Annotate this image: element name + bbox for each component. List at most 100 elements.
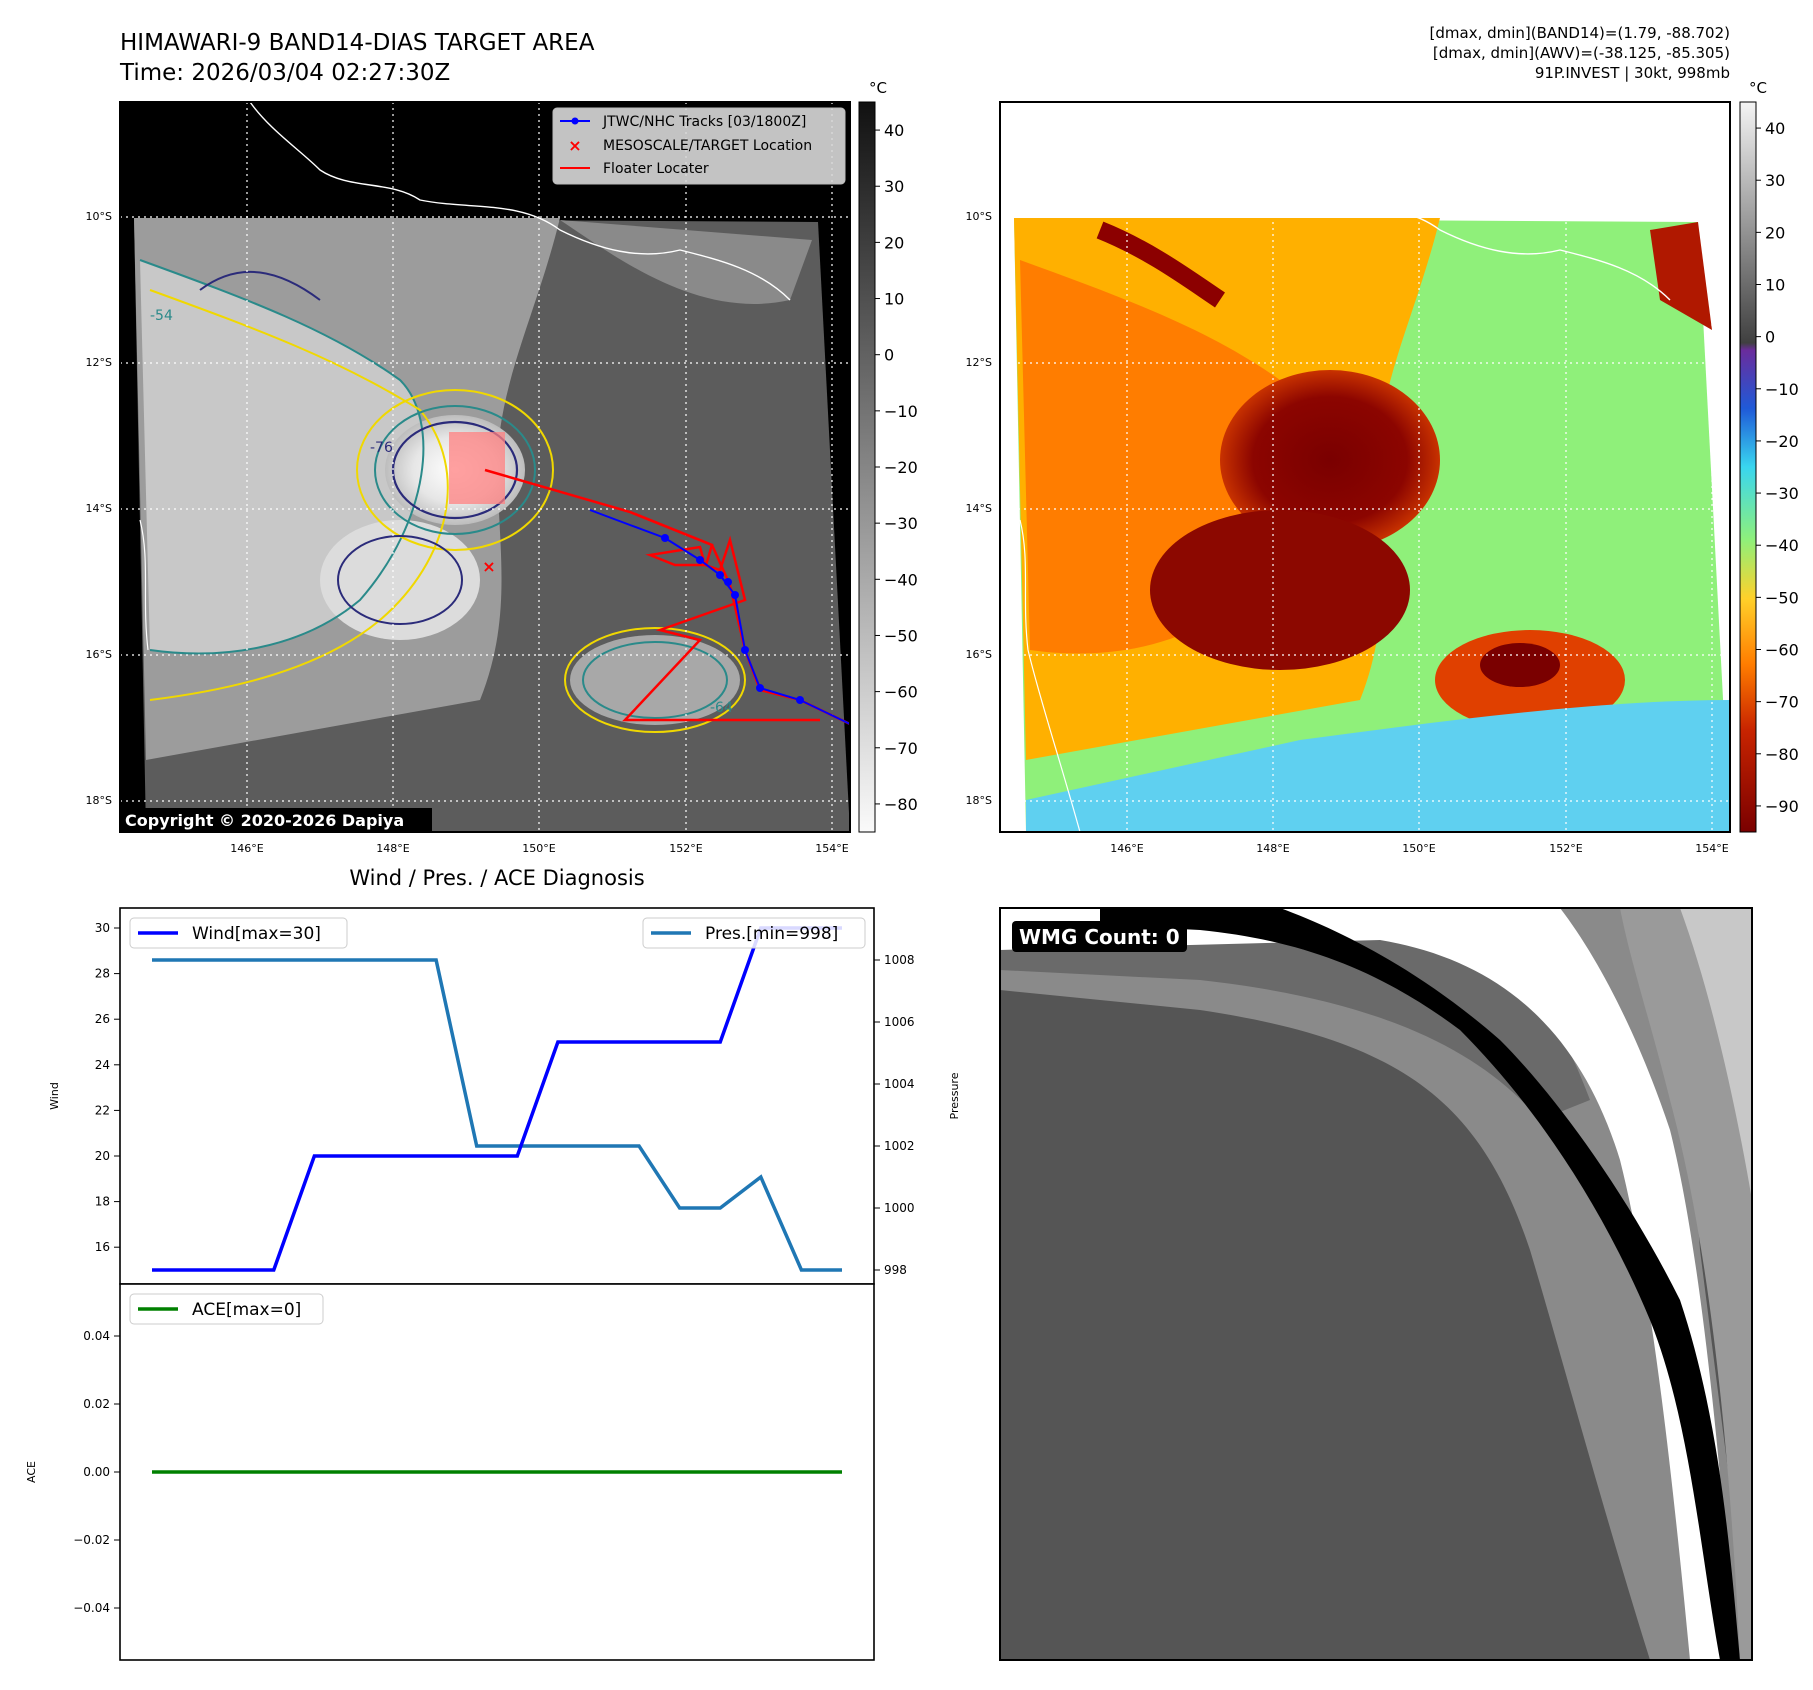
awv-colorbar-tick-label: −70 bbox=[1765, 693, 1799, 712]
awv-map-panel: 10°S 12°S 14°S 16°S 18°S 146°E 148°E 150… bbox=[966, 101, 1731, 855]
lat-tick-10s: 10°S bbox=[86, 210, 112, 223]
wind-legend: Wind[max=30] bbox=[129, 917, 348, 949]
legend-track-label: JTWC/NHC Tracks [03/1800Z] bbox=[602, 114, 806, 130]
ace-chart: 0.04 0.02 0.00 −0.02 −0.04 ACE ACE[max=0] bbox=[25, 1283, 875, 1661]
wind-series-line bbox=[152, 926, 842, 1272]
svg-text:×: × bbox=[568, 136, 581, 155]
awv-colorbar-tick-label: −10 bbox=[1765, 380, 1799, 399]
awv-colorbar-tick-label: −40 bbox=[1765, 536, 1799, 555]
pressure-series-line bbox=[152, 958, 842, 1272]
wmg-panel: WMG Count: 0 bbox=[999, 907, 1753, 1661]
lon-tick-146e-right: 146°E bbox=[1110, 842, 1143, 855]
wind-tick-label: 22 bbox=[95, 1103, 110, 1117]
wind-tick-label: 24 bbox=[95, 1058, 110, 1072]
lon-tick-152e: 152°E bbox=[669, 842, 702, 855]
ace-legend-label: ACE[max=0] bbox=[192, 1300, 301, 1320]
lon-tick-146e: 146°E bbox=[230, 842, 263, 855]
ir-colorbar-tick-label: −20 bbox=[884, 458, 918, 477]
pressure-axis-label: Pressure bbox=[948, 1072, 961, 1119]
stats-awv: [dmax, dmin](AWV)=(-38.125, -85.305) bbox=[1433, 44, 1730, 62]
ace-legend: ACE[max=0] bbox=[129, 1293, 324, 1325]
lat-tick-16s: 16°S bbox=[86, 648, 112, 661]
wmg-count-label: WMG Count: 0 bbox=[1019, 925, 1180, 949]
pressure-tick-label: 1000 bbox=[884, 1201, 915, 1215]
ir-map-panel: × -76 -54 -64 Copyright © 2020-2026 Dapi… bbox=[86, 101, 851, 855]
pressure-tick-label: 998 bbox=[884, 1263, 907, 1277]
ace-tick-label: −0.02 bbox=[73, 1533, 110, 1547]
wind-axis-label: Wind bbox=[48, 1082, 61, 1110]
figure-title: HIMAWARI-9 BAND14-DIAS TARGET AREA bbox=[120, 30, 595, 56]
wind-tick-label: 20 bbox=[95, 1149, 110, 1163]
lat-tick-12s-right: 12°S bbox=[966, 356, 992, 369]
ir-colorbar-tick-label: −70 bbox=[884, 739, 918, 758]
contour-label-54: -54 bbox=[150, 308, 173, 324]
awv-colorbar-tick-label: −80 bbox=[1765, 745, 1799, 764]
ace-tick-label: 0.04 bbox=[83, 1329, 110, 1343]
lon-tick-150e: 150°E bbox=[522, 842, 555, 855]
awv-colorbar-tick-label: 40 bbox=[1765, 119, 1785, 138]
lon-tick-150e-right: 150°E bbox=[1402, 842, 1435, 855]
lon-tick-152e-right: 152°E bbox=[1549, 842, 1582, 855]
target-location-marker: × bbox=[482, 557, 495, 576]
copyright-text: Copyright © 2020-2026 Dapiya bbox=[125, 811, 404, 830]
pressure-tick-label: 1002 bbox=[884, 1139, 915, 1153]
wind-tick-label: 16 bbox=[95, 1240, 110, 1254]
map-legend: JTWC/NHC Tracks [03/1800Z] × MESOSCALE/T… bbox=[552, 107, 846, 185]
wind-pressure-chart: 16 18 20 22 24 26 28 30 998 1000 1002 1004 1006 1008… bbox=[48, 907, 961, 1285]
lat-tick-18s: 18°S bbox=[86, 794, 112, 807]
wind-tick-label: 26 bbox=[95, 1012, 110, 1026]
ir-colorbar-tick-label: −50 bbox=[884, 626, 918, 645]
lat-tick-12s: 12°S bbox=[86, 356, 112, 369]
awv-colorbar-tick-label: −60 bbox=[1765, 641, 1799, 660]
contour-label-64: -64 bbox=[710, 700, 733, 716]
ace-tick-label: 0.02 bbox=[83, 1397, 110, 1411]
awv-colorbar-tick-label: 0 bbox=[1765, 328, 1775, 347]
ace-tick-label: 0.00 bbox=[83, 1465, 110, 1479]
ir-colorbar-tick-label: −40 bbox=[884, 570, 918, 589]
lat-tick-16s-right: 16°S bbox=[966, 648, 992, 661]
pressure-legend-label: Pres.[min=998] bbox=[705, 924, 838, 944]
wind-tick-label: 28 bbox=[95, 967, 110, 981]
legend-target-label: MESOSCALE/TARGET Location bbox=[603, 138, 812, 154]
lat-tick-10s-right: 10°S bbox=[966, 210, 992, 223]
lon-tick-154e: 154°E bbox=[815, 842, 848, 855]
ace-axis-label: ACE bbox=[25, 1461, 38, 1483]
pressure-tick-label: 1004 bbox=[884, 1077, 915, 1091]
lon-tick-148e: 148°E bbox=[376, 842, 409, 855]
lat-tick-18s-right: 18°S bbox=[966, 794, 992, 807]
contour-label-76: -76 bbox=[370, 440, 393, 456]
awv-colorbar: °C 40 30 20 10 0 −10 −20 −30 −40 −50 −60 −70 −80 −90 bbox=[1739, 79, 1799, 833]
awv-colorbar-tick-label: −90 bbox=[1765, 797, 1799, 816]
ir-colorbar-tick-label: 20 bbox=[884, 233, 904, 252]
lon-tick-154e-right: 154°E bbox=[1695, 842, 1728, 855]
pressure-legend: Pres.[min=998] bbox=[642, 917, 866, 949]
ir-colorbar-tick-label: 10 bbox=[884, 290, 904, 309]
wind-legend-label: Wind[max=30] bbox=[192, 924, 321, 944]
lat-tick-14s-right: 14°S bbox=[966, 502, 992, 515]
lon-tick-148e-right: 148°E bbox=[1256, 842, 1289, 855]
figure-time: Time: 2026/03/04 02:27:30Z bbox=[119, 60, 450, 86]
lat-tick-14s: 14°S bbox=[86, 502, 112, 515]
awv-colorbar-tick-label: −50 bbox=[1765, 588, 1799, 607]
awv-colorbar-tick-label: −30 bbox=[1765, 484, 1799, 503]
wmg-count-box bbox=[1012, 921, 1187, 952]
ir-colorbar-unit: °C bbox=[869, 79, 887, 97]
ir-colorbar-tick-label: 30 bbox=[884, 177, 904, 196]
ir-colorbar-tick-label: −60 bbox=[884, 683, 918, 702]
awv-colorbar-unit: °C bbox=[1749, 79, 1767, 97]
awv-colorbar-tick-label: 10 bbox=[1765, 276, 1785, 295]
ace-tick-label: −0.04 bbox=[73, 1601, 110, 1615]
ir-colorbar-tick-label: 0 bbox=[884, 346, 894, 365]
stats-storm: 91P.INVEST | 30kt, 998mb bbox=[1535, 64, 1730, 82]
legend-floater-label: Floater Locater bbox=[603, 161, 709, 177]
ir-colorbar-tick-label: 40 bbox=[884, 121, 904, 140]
wind-tick-label: 18 bbox=[95, 1195, 110, 1209]
ir-colorbar: °C 40 30 20 10 0 −10 −20 −30 −40 −50 −60 −70 −80 bbox=[858, 79, 918, 833]
awv-colorbar-tick-label: 30 bbox=[1765, 171, 1785, 190]
ir-colorbar-tick-label: −10 bbox=[884, 402, 918, 421]
ir-colorbar-tick-label: −80 bbox=[884, 795, 918, 814]
ir-colorbar-tick-label: −30 bbox=[884, 514, 918, 533]
pressure-tick-label: 1006 bbox=[884, 1015, 915, 1029]
awv-colorbar-tick-label: −20 bbox=[1765, 432, 1799, 451]
